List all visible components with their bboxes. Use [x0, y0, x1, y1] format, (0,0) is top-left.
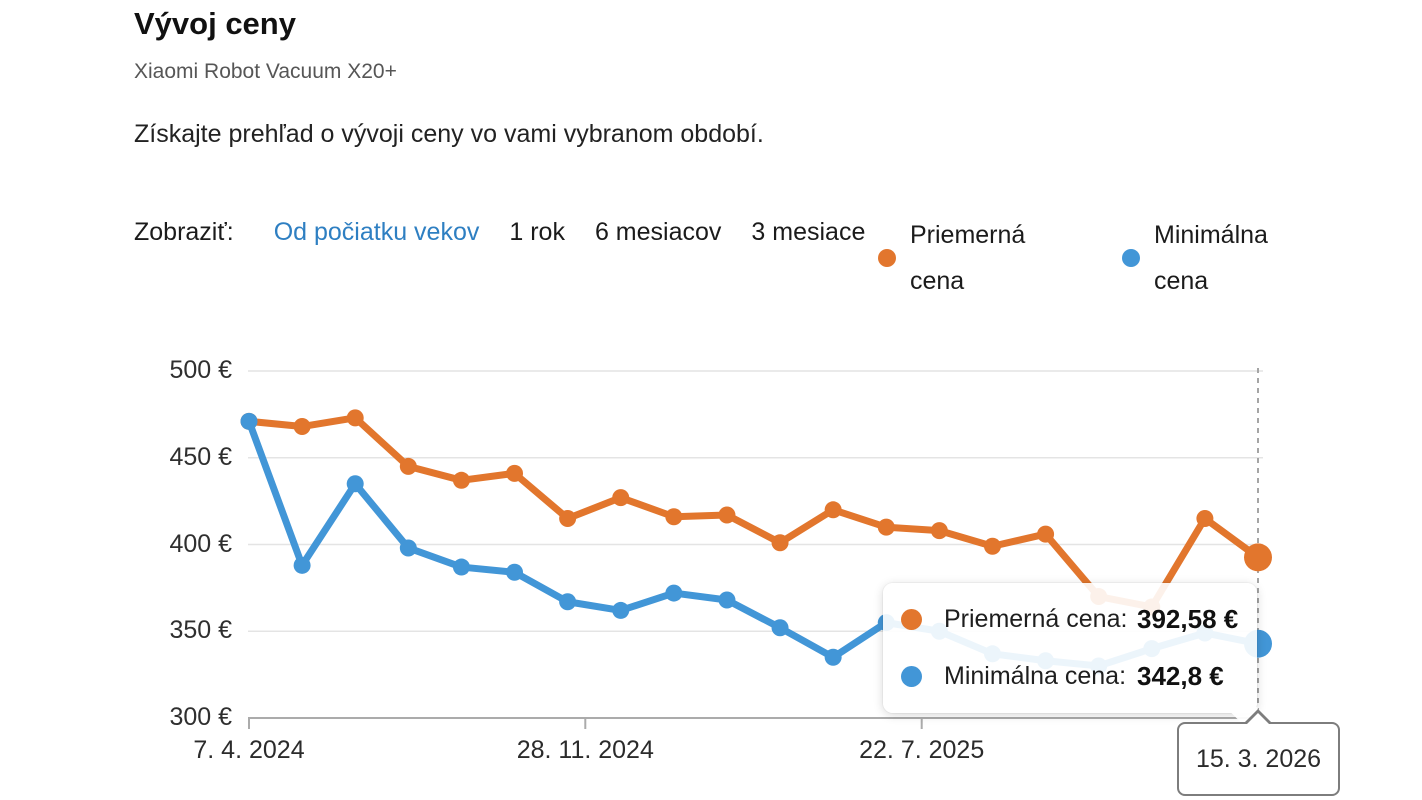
data-point [506, 563, 524, 581]
legend-dot-icon [1122, 249, 1140, 267]
data-point [293, 556, 311, 574]
legend-label: Priemerná cena [910, 221, 1026, 295]
tooltip-row-1: Minimálna cena: 342,8 € [901, 661, 1239, 692]
page-title: Vývoj ceny [134, 6, 296, 41]
data-point [559, 593, 577, 611]
filter-option-1[interactable]: 1 rok [509, 218, 565, 246]
legend-dot-icon [878, 249, 896, 267]
data-point [612, 601, 630, 619]
description: Získajte prehľad o vývoji ceny vo vami v… [134, 120, 764, 148]
tooltip-series-dot-icon [901, 666, 922, 687]
y-tick-label: 300 € [169, 703, 232, 731]
data-point [1196, 509, 1214, 527]
product-name: Xiaomi Robot Vacuum X20+ [134, 60, 397, 83]
tooltip-series-label: Priemerná cena: [944, 605, 1128, 633]
data-point [612, 489, 630, 507]
x-tick-label: 28. 11. 2024 [516, 736, 654, 764]
highlight-date-box: 15. 3. 2026 [1177, 709, 1340, 796]
highlight-point-0 [1244, 543, 1272, 572]
data-point [824, 648, 842, 666]
filter-label: Zobraziť: [134, 218, 234, 246]
data-point [771, 619, 789, 637]
chart-tooltip: Priemerná cena: 392,58 € Minimálna cena: 34… [883, 583, 1260, 726]
y-tick-label: 450 € [169, 442, 232, 471]
filter-option-3[interactable]: 3 mesiace [751, 218, 866, 246]
data-point [665, 508, 683, 526]
filter-option-2[interactable]: 6 mesiacov [594, 218, 722, 246]
data-point [771, 534, 789, 552]
data-point [399, 539, 417, 557]
tooltip-series-label: Minimálna cena: [944, 662, 1127, 690]
data-point [452, 471, 470, 489]
data-point [399, 457, 417, 475]
y-tick-label: 350 € [169, 616, 232, 645]
date-box-pointer [1244, 709, 1272, 724]
range-filter: Zobraziť: Od počiatku vekov 1 rok 6 mesiaco… [134, 204, 865, 260]
data-point [877, 518, 895, 536]
tooltip-series-value: 342,8 € [1137, 661, 1224, 691]
legend-label: Minimálna cena [1154, 221, 1268, 295]
data-point [293, 418, 311, 436]
data-point [824, 501, 842, 519]
data-point [346, 409, 364, 427]
tooltip-row-0: Priemerná cena: 392,58 € [901, 604, 1239, 635]
data-point [983, 537, 1001, 555]
chart-legend: Priemerná cena Minimálna cena [878, 212, 1304, 304]
tooltip-series-dot-icon [901, 609, 922, 630]
x-tick-label: 7. 4. 2024 [193, 736, 305, 764]
data-point [1037, 525, 1055, 543]
data-point [452, 558, 470, 576]
tooltip-series-value: 392,58 € [1137, 604, 1239, 634]
highlight-date-label: 15. 3. 2026 [1195, 744, 1322, 773]
data-point [665, 584, 683, 602]
y-tick-label: 500 € [169, 356, 232, 384]
legend-item-1: Minimálna cena [1122, 212, 1304, 304]
data-point [718, 591, 736, 609]
data-point [346, 475, 364, 493]
data-point [559, 509, 577, 527]
data-point [718, 506, 736, 524]
legend-item-0: Priemerná cena [878, 212, 1060, 304]
data-point [506, 464, 524, 482]
data-point [930, 522, 948, 540]
y-tick-label: 400 € [169, 529, 232, 558]
x-tick-label: 22. 7. 2025 [859, 736, 985, 764]
filter-option-0[interactable]: Od počiatku vekov [273, 218, 480, 246]
data-point [240, 412, 258, 430]
series-line-0 [245, 414, 1262, 611]
